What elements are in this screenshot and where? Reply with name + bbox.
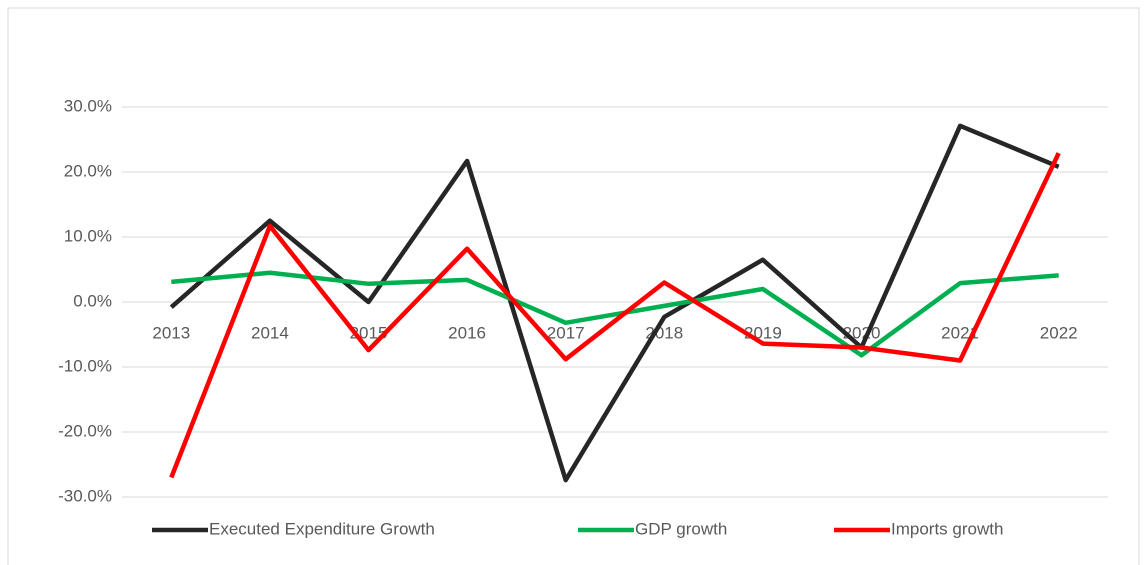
y-tick-label: -30.0% bbox=[58, 486, 112, 505]
x-tick-label: 2022 bbox=[1040, 323, 1078, 342]
y-tick-label: -20.0% bbox=[58, 421, 112, 440]
chart-frame bbox=[7, 7, 1140, 565]
series-line bbox=[169, 152, 1061, 479]
legend-label: Imports growth bbox=[891, 519, 1003, 538]
x-tick-label: 2018 bbox=[645, 323, 683, 342]
series-line bbox=[169, 123, 1060, 483]
x-tick-label: 2016 bbox=[448, 323, 486, 342]
y-tick-label: 30.0% bbox=[64, 96, 112, 115]
x-tick-label: 2014 bbox=[251, 323, 289, 342]
y-tick-label: -10.0% bbox=[58, 356, 112, 375]
legend-label: GDP growth bbox=[635, 519, 727, 538]
y-tick-label: 10.0% bbox=[64, 226, 112, 245]
legend-label: Executed Expenditure Growth bbox=[209, 519, 435, 538]
series-line bbox=[171, 270, 1059, 358]
y-tick-label: 20.0% bbox=[64, 161, 112, 180]
x-tick-label: 2013 bbox=[152, 323, 190, 342]
x-tick-label: 2017 bbox=[547, 323, 585, 342]
y-tick-label: 0.0% bbox=[73, 291, 112, 310]
